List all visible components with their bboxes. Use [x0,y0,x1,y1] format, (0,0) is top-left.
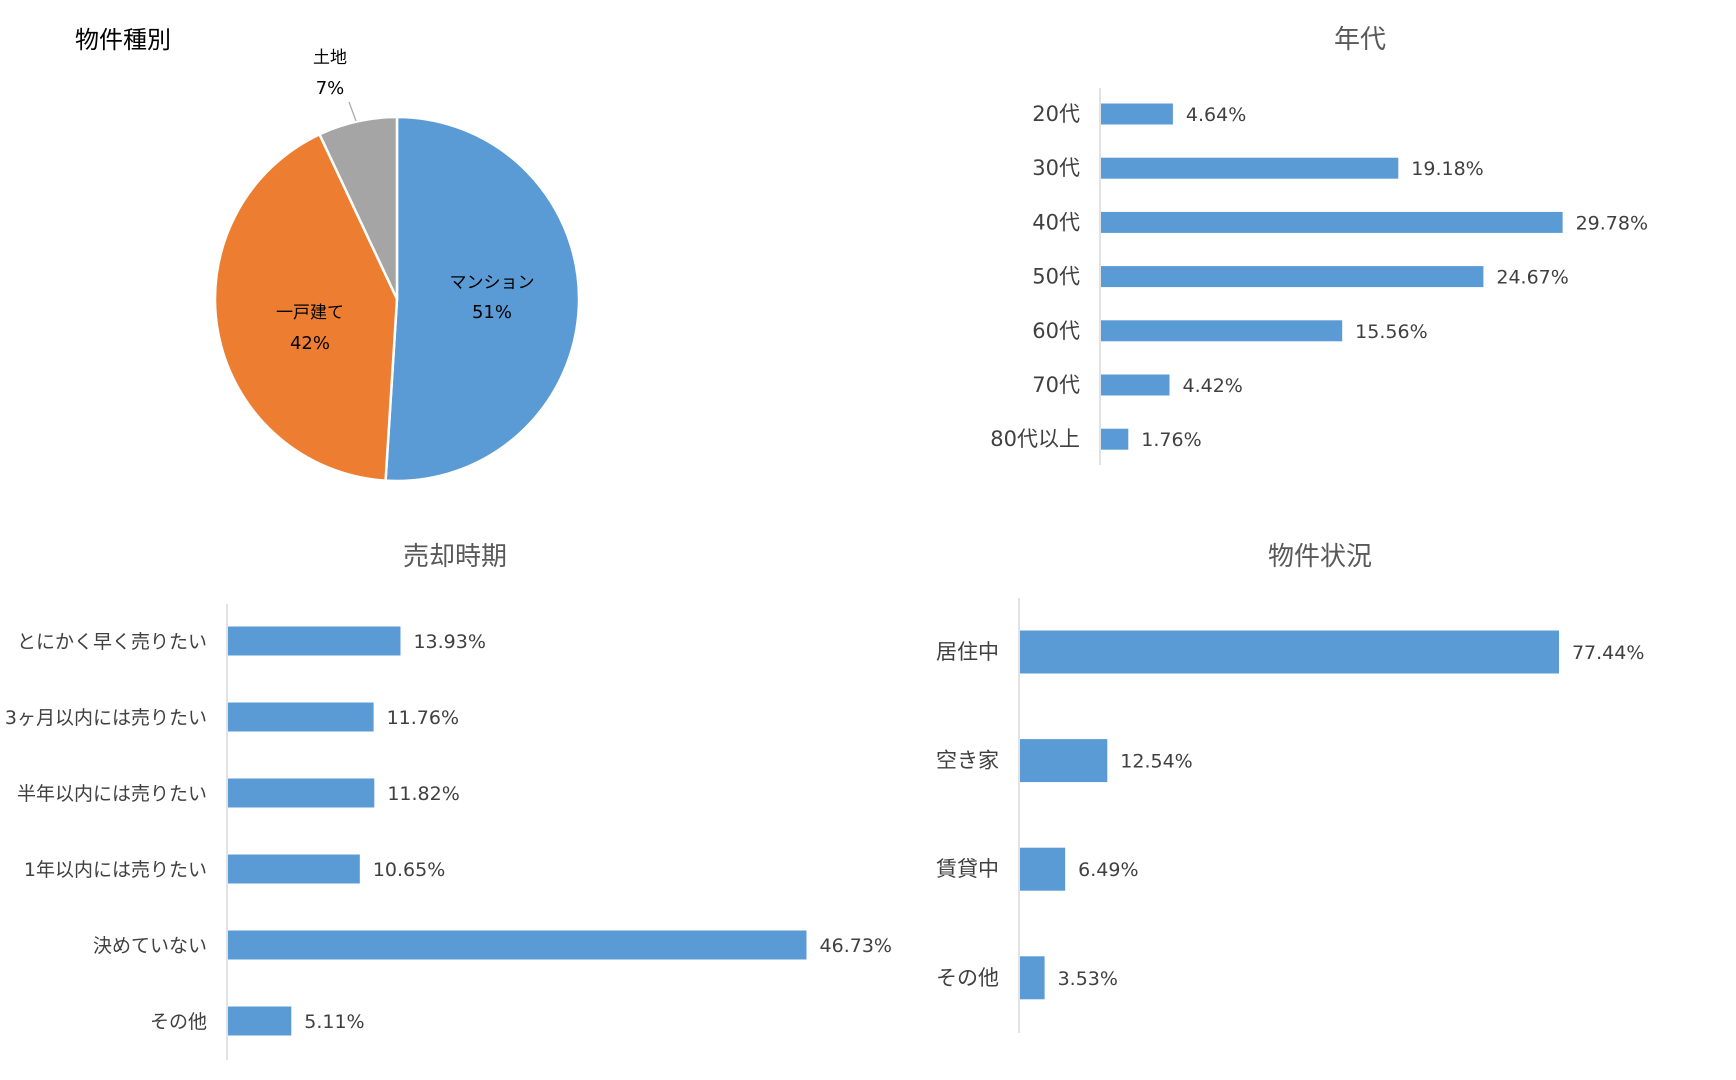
bar [228,854,360,884]
bar [1101,211,1563,233]
data-label: 3.53% [1058,968,1118,990]
bar [1020,956,1045,1000]
category-label: 40代 [1032,210,1080,234]
category-label: 空き家 [936,749,999,773]
pie-slice-label: マンション [450,273,535,293]
bar [1101,266,1484,288]
category-label: 決めていない [93,935,207,957]
data-label: 4.42% [1183,375,1243,397]
bar [1020,630,1559,674]
bar [228,930,807,960]
bar [1020,739,1108,783]
category-label: 70代 [1032,373,1080,397]
category-label: 60代 [1032,319,1080,343]
data-label: 12.54% [1120,751,1192,773]
bar [1101,428,1129,450]
category-label: とにかく早く売りたい [17,631,207,653]
data-label: 29.78% [1576,212,1648,234]
data-label: 46.73% [820,935,892,957]
data-label: 4.64% [1186,104,1246,126]
data-label: 11.76% [387,707,459,729]
category-label: 半年以内には売りたい [17,783,207,805]
property-status-chart: 物件状況 居住中 77.44% 空き家 12.54% 賃貸中 6.49% その他 3.53% [936,542,1644,1033]
category-label: 1年以内には売りたい [24,859,207,881]
sale-timing-title: 売却時期 [403,542,507,572]
category-label: 20代 [1032,102,1080,126]
category-label: 賃貸中 [936,857,999,881]
property-status-title: 物件状況 [1268,542,1372,572]
bar [228,1006,292,1036]
bar [1101,374,1170,396]
category-label: 50代 [1032,265,1080,289]
bar [1020,847,1066,891]
bar [1101,320,1343,342]
data-label: 6.49% [1078,859,1138,881]
pie-leader-line [348,101,357,122]
property-type-title: 物件種別 [75,26,171,54]
category-label: 80代以上 [990,427,1080,451]
data-label: 13.93% [413,631,485,653]
age-group-title: 年代 [1334,25,1386,55]
bar [1101,103,1173,125]
data-label: 19.18% [1411,158,1483,180]
bar [228,778,375,808]
category-label: 3ヶ月以内には売りたい [5,707,207,729]
pie-slice-label: 一戸建て [276,303,344,323]
pie-slice-label: 土地 [313,48,347,68]
pie-slice-value: 7% [316,78,345,99]
bar [228,702,374,732]
pie-slice [317,115,399,300]
age-group-chart: 年代 20代 4.64% 30代 19.18% 40代 29.78% 50代 24.67% 60… [990,25,1648,465]
data-label: 15.56% [1355,321,1427,343]
pie-slice [213,132,399,482]
property-type-chart: 物件種別 マンション 51% 一戸建て 42% 土地 7% [75,26,581,483]
pie-slice-value: 42% [290,333,330,354]
category-label: その他 [150,1011,207,1033]
category-label: 30代 [1032,156,1080,180]
sale-timing-chart: 売却時期 とにかく早く売りたい 13.93% 3ヶ月以内には売りたい 11.76% 半年… [5,542,892,1060]
pie-slice-value: 51% [472,302,512,323]
data-label: 11.82% [387,783,459,805]
bar [228,626,401,656]
bar [1101,157,1399,179]
data-label: 1.76% [1141,429,1201,451]
data-label: 5.11% [304,1011,364,1033]
data-label: 77.44% [1572,642,1644,664]
category-label: その他 [936,966,999,990]
pie-slice [384,115,581,483]
category-label: 居住中 [936,640,999,664]
data-label: 10.65% [373,859,445,881]
data-label: 24.67% [1496,267,1568,289]
